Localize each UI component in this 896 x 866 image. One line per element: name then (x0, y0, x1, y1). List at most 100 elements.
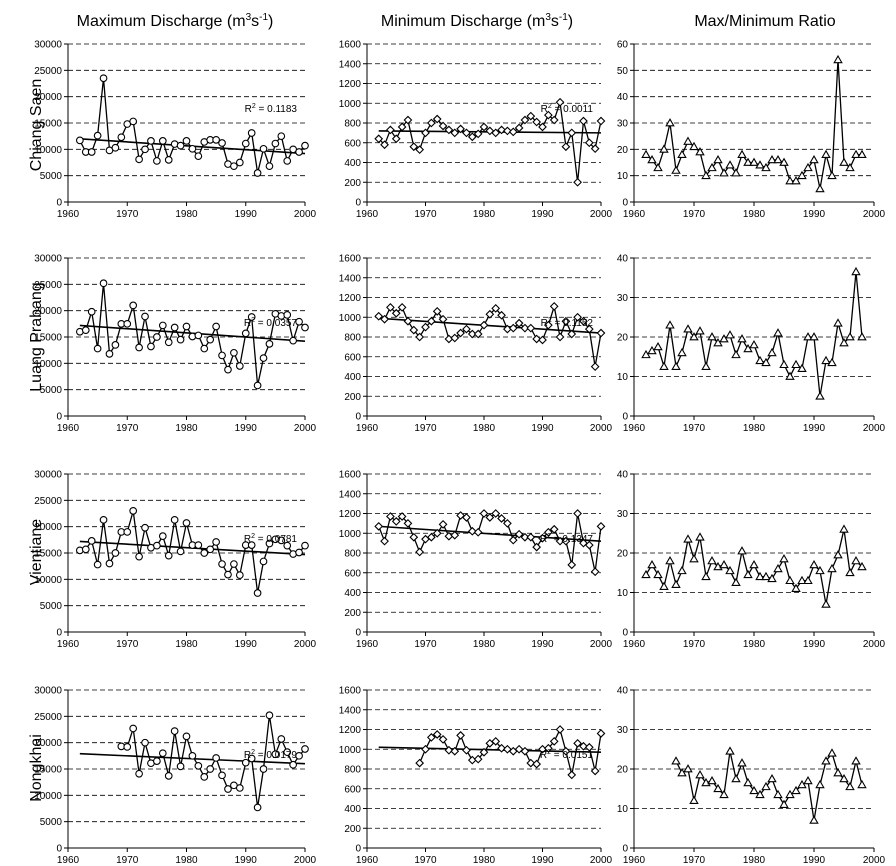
data-point-r3c2 (725, 746, 735, 755)
data-point-r1c1 (380, 314, 389, 324)
y-tick-label-r1c2: 0 (622, 412, 628, 423)
data-point-r0c1 (397, 122, 407, 132)
data-point-r0c2 (773, 154, 783, 164)
y-tick-label-r1c0: 5000 (40, 385, 63, 396)
y-tick-label-r3c2: 0 (622, 844, 628, 855)
x-tick-label-r0c1: 1960 (356, 209, 379, 220)
data-point-r1c0 (153, 333, 161, 341)
y-tick-label-r2c2: 20 (617, 549, 629, 560)
data-point-r3c1 (549, 736, 559, 746)
data-point-r0c1 (485, 126, 495, 136)
data-point-r1c1 (526, 323, 536, 333)
data-point-r1c2 (779, 359, 789, 369)
data-point-r3c0 (253, 803, 262, 812)
data-point-r3c2 (797, 779, 807, 789)
data-point-r3c1 (526, 758, 536, 768)
data-point-r2c2 (773, 563, 783, 573)
x-tick-label-r1c1: 1960 (356, 423, 379, 434)
data-point-r2c1 (590, 567, 600, 577)
data-point-r0c2 (665, 118, 675, 127)
data-point-r0c1 (596, 116, 606, 126)
data-point-r3c1 (432, 730, 442, 739)
data-point-r3c1 (456, 731, 465, 740)
chart-panel-r3c1: 0 200 400 600 800 1000 1200 1400 1600 1960 1970 198… (339, 686, 613, 866)
r2-label-r0c0: R2 = 0.1183 (245, 103, 298, 115)
y-tick-label-r3c0: 10000 (34, 791, 62, 802)
x-tick-label-r3c0: 1990 (235, 855, 258, 866)
data-point-r1c1 (497, 310, 506, 320)
data-point-r0c2 (785, 176, 795, 185)
data-point-r2c0 (105, 559, 114, 568)
data-point-r3c0 (194, 761, 203, 770)
y-tick-label-r2c1: 1000 (339, 529, 362, 540)
data-point-r0c0 (212, 136, 220, 144)
data-point-r0c0 (295, 148, 303, 156)
x-tick-label-r1c1: 2000 (590, 423, 613, 434)
data-point-r1c1 (567, 329, 577, 339)
data-point-r2c2 (689, 554, 699, 563)
y-tick-label-r1c0: 25000 (34, 280, 62, 291)
data-point-r1c1 (573, 312, 582, 322)
data-point-r1c0 (111, 341, 120, 349)
data-point-r1c2 (857, 332, 867, 341)
data-point-r3c0 (153, 757, 161, 765)
data-point-r2c2 (695, 532, 705, 541)
data-point-r0c1 (380, 140, 389, 150)
r2-label-r2c1: R2 = 0.1347 (540, 533, 594, 545)
y-tick-label-r3c1: 400 (344, 804, 361, 815)
data-point-r3c0 (200, 773, 209, 781)
data-point-r0c1 (538, 122, 547, 132)
data-point-r1c0 (176, 335, 185, 344)
y-tick-label-r1c2: 20 (617, 333, 629, 344)
data-point-r1c0 (200, 344, 209, 353)
data-point-r2c0 (265, 539, 274, 548)
data-point-r2c0 (81, 545, 90, 554)
x-tick-label-r0c1: 1980 (473, 209, 496, 220)
r2-label-r0c1: R2 = 0.0011 (541, 103, 594, 115)
data-point-r3c0 (182, 732, 191, 741)
data-point-r2c1 (549, 524, 559, 534)
data-point-r3c2 (815, 779, 825, 789)
data-point-r0c2 (755, 160, 765, 169)
data-point-r1c1 (514, 318, 524, 328)
data-point-r1c2 (797, 363, 807, 373)
y-tick-label-r0c0: 20000 (34, 92, 62, 103)
data-point-r1c2 (785, 371, 795, 380)
data-point-r2c2 (683, 534, 693, 543)
y-tick-label-r2c0: 5000 (40, 601, 63, 612)
row-title-luang-prabang: Luang Prabang (28, 282, 45, 391)
data-point-r0c2 (857, 149, 867, 158)
data-point-r2c1 (491, 509, 501, 518)
data-point-r1c1 (538, 335, 547, 345)
data-point-r3c2 (827, 748, 837, 757)
x-tick-label-r1c0: 1960 (57, 423, 80, 434)
data-point-r1c1 (403, 316, 413, 326)
data-point-r3c1 (479, 747, 489, 757)
data-point-r1c1 (485, 309, 495, 319)
data-point-r1c2 (701, 361, 711, 371)
x-tick-label-r1c1: 1990 (531, 423, 554, 434)
data-point-r3c0 (176, 762, 185, 771)
x-tick-label-r2c0: 2000 (294, 639, 317, 650)
data-point-r2c1 (508, 535, 518, 545)
y-tick-label-r2c1: 1200 (339, 509, 362, 520)
data-point-r1c1 (426, 316, 436, 326)
y-tick-label-r0c1: 1400 (339, 59, 362, 70)
x-tick-label-r0c0: 2000 (294, 209, 317, 220)
x-tick-label-r2c2: 1990 (803, 639, 826, 650)
data-point-r3c2 (833, 768, 843, 777)
x-tick-label-r1c1: 1970 (414, 423, 437, 434)
data-point-r0c1 (579, 116, 588, 126)
data-point-r2c1 (432, 528, 442, 538)
y-tick-label-r3c0: 20000 (34, 738, 62, 749)
data-point-r3c2 (731, 773, 741, 783)
y-tick-label-r0c2: 30 (617, 119, 629, 130)
data-point-r0c1 (374, 134, 384, 144)
data-point-r1c2 (773, 328, 783, 337)
data-point-r1c2 (671, 361, 681, 371)
data-point-r3c1 (584, 742, 594, 752)
data-point-r3c2 (677, 768, 687, 777)
data-point-r2c1 (456, 511, 465, 520)
data-point-r2c0 (235, 571, 244, 579)
chart-panel-r0c1: 0 200 400 600 800 1000 1200 1400 1600 1960 1970 198… (339, 40, 613, 221)
